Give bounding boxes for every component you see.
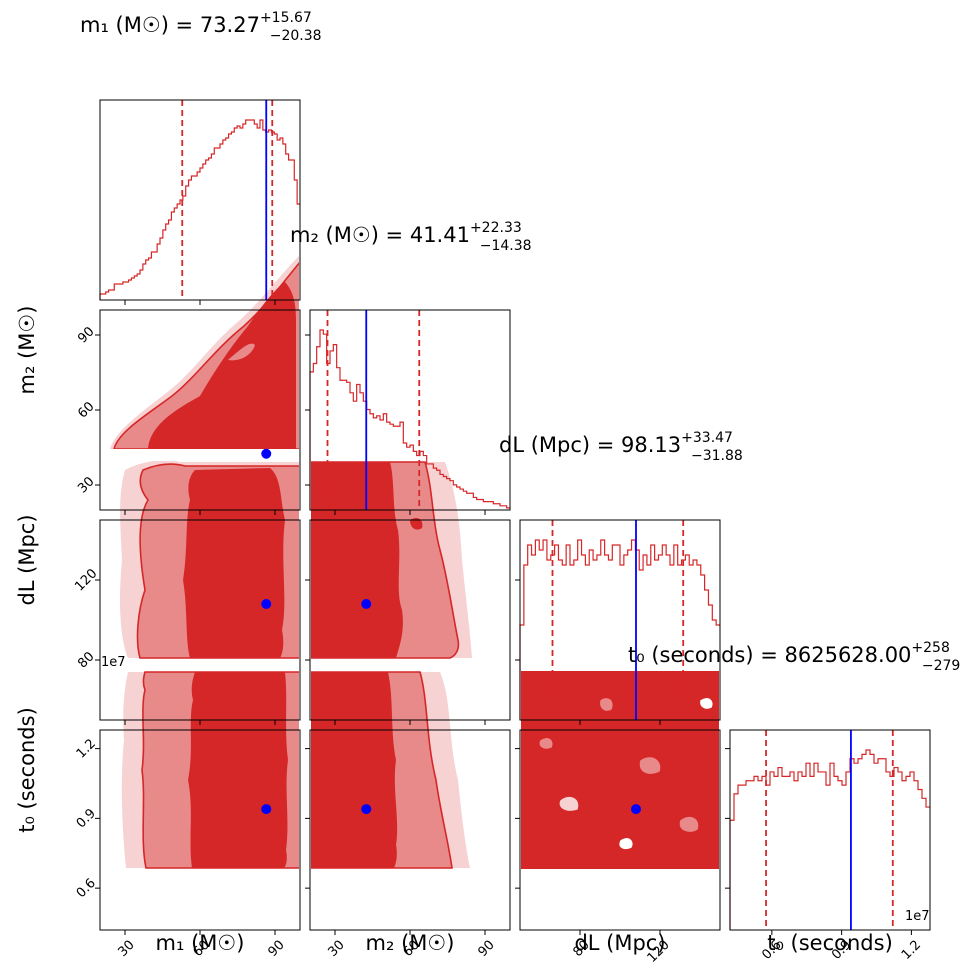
xlabel-m1: m₁ (M☉) — [156, 931, 245, 955]
histogram-m2 — [309, 329, 510, 510]
ylabel-dL: dL (Mpc) — [15, 514, 39, 605]
panel-frame-t0-t0 — [729, 729, 931, 931]
histogram-dL — [519, 539, 720, 720]
title-m1: m₁ (M☉) = 73.27+15.67 −20.38 — [80, 10, 322, 44]
x-tick-label-m2: 90 — [475, 938, 497, 960]
contour-m2-dL — [311, 461, 472, 659]
y-tick-label-t0: 0.6 — [74, 876, 99, 901]
y-tick-label-m2: 30 — [75, 474, 97, 496]
x-tick-label-m2: 30 — [325, 938, 347, 960]
histogram-m1 — [99, 119, 300, 300]
xlabel-t0: t₀ (seconds) — [767, 931, 893, 955]
title-t0: t₀ (seconds) = 8625628.00+258 −279 — [628, 640, 960, 674]
panel-frame-dL-dL — [519, 519, 721, 721]
contour-m2-t0 — [311, 671, 470, 869]
ylabel-t0: t₀ (seconds) — [15, 707, 39, 833]
y-tick-label-dL: 80 — [75, 649, 97, 671]
y-tick-label-dL: 120 — [72, 566, 100, 594]
offset-t0-bottom: 1e7 — [905, 909, 930, 924]
xlabel-dL: dL (Mpc) — [574, 931, 665, 955]
contour-dL-t0 — [521, 671, 719, 869]
x-tick-label-m1: 90 — [265, 938, 287, 960]
y-tick-label-m2: 90 — [75, 324, 97, 346]
truth-point-m2-t0 — [361, 804, 372, 815]
panel-frame-dL-t0 — [519, 729, 721, 931]
truth-point-m1-t0 — [261, 804, 272, 815]
contour-m1-dL — [120, 461, 299, 659]
truth-point-dL-t0 — [631, 804, 641, 815]
title-dL: dL (Mpc) = 98.13+33.47 −31.88 — [499, 430, 743, 464]
truth-point-m1-m2 — [261, 448, 272, 459]
contour-m1-t0 — [121, 671, 299, 869]
truth-point-m1-dL — [261, 599, 272, 609]
histogram-t0 — [729, 749, 930, 930]
xlabel-m2: m₂ (M☉) — [366, 931, 455, 955]
x-tick-label-m1: 30 — [115, 938, 137, 960]
x-tick-label-t0: 1.2 — [899, 938, 924, 963]
offset-t0-left: 1e7 — [101, 655, 126, 670]
title-m2: m₂ (M☉) = 41.41+22.33 −14.38 — [290, 220, 532, 254]
y-tick-label-t0: 1.2 — [74, 736, 99, 761]
truth-point-m2-dL — [361, 599, 372, 609]
contour-m1-m2 — [110, 256, 299, 449]
y-tick-label-t0: 0.9 — [74, 806, 99, 831]
ylabel-m2: m₂ (M☉) — [15, 306, 39, 395]
y-tick-label-m2: 60 — [75, 399, 97, 421]
